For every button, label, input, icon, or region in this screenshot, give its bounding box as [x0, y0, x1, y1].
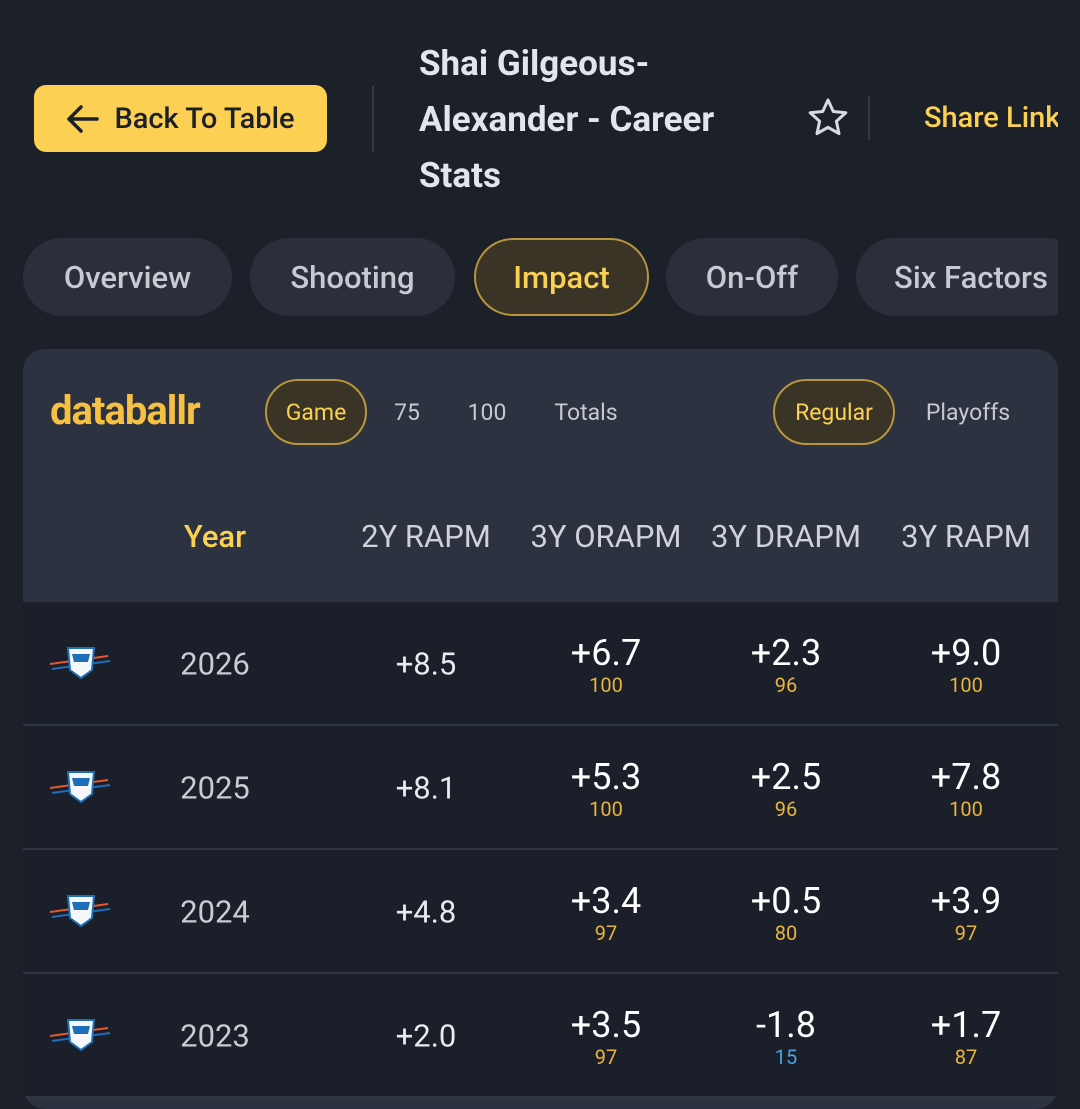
share-link[interactable]: Share Link	[890, 96, 1058, 140]
mode-filter[interactable]: 100	[467, 398, 507, 426]
stat-value: +7.8	[930, 756, 1002, 798]
team-logo	[48, 890, 114, 934]
stat-value: -1.8	[756, 1004, 816, 1046]
stats-card: databallr Game 75 100 Totals Regular Playoffs…	[23, 349, 1058, 1109]
table-row[interactable]: 2025 +8.1 +5.3 100 +2.5 96 +7.8 100	[23, 726, 1058, 850]
percentile: 96	[774, 797, 798, 821]
stat-value: +1.7	[930, 1004, 1002, 1046]
percentile: 100	[949, 797, 983, 821]
column-header[interactable]: 2Y RAPM	[361, 518, 491, 555]
table-row[interactable]: 2026 +8.5 +6.7 100 +2.3 96 +9.0 100	[23, 602, 1058, 726]
column-header[interactable]: 3Y RAPM	[901, 518, 1031, 555]
year: 2025	[180, 769, 250, 807]
page-title: Shai Gilgeous-Alexander - Career Stats	[419, 43, 715, 196]
stat-value: +0.5	[750, 880, 822, 922]
stat-value: +2.5	[750, 756, 822, 798]
team-logo	[48, 766, 114, 810]
mode-filter[interactable]: Game	[265, 379, 367, 445]
stat-value: +9.0	[930, 632, 1002, 674]
stat-value: +3.9	[930, 880, 1002, 922]
table-row[interactable]: 2023 +2.0 +3.5 97 -1.8 15 +1.7 87	[23, 974, 1058, 1098]
season-filter[interactable]: Playoffs	[925, 398, 1011, 426]
percentile: 15	[774, 1045, 798, 1069]
year: 2023	[180, 1017, 250, 1055]
year: 2026	[180, 645, 250, 683]
percentile: 87	[954, 1045, 978, 1069]
team-logo	[48, 642, 114, 686]
table-row[interactable]: 2024 +4.8 +3.4 97 +0.5 80 +3.9 97	[23, 850, 1058, 974]
season-filter[interactable]: Regular	[773, 379, 895, 445]
tab[interactable]: Impact	[474, 238, 649, 316]
year: 2024	[180, 893, 250, 931]
team-logo	[48, 1014, 114, 1058]
percentile: 100	[589, 673, 623, 697]
back-button[interactable]: Back To Table	[34, 85, 327, 152]
rapm-2y: +8.1	[395, 769, 457, 807]
share-label: Share Link	[924, 101, 1058, 135]
back-arrow	[67, 104, 100, 133]
tab[interactable]: Overview	[23, 238, 232, 316]
stat-value: +3.4	[570, 880, 642, 922]
percentile: 97	[954, 921, 978, 945]
divider	[372, 86, 374, 152]
column-header[interactable]: 3Y DRAPM	[710, 518, 862, 555]
tab[interactable]: Shooting	[250, 238, 455, 316]
column-header[interactable]: 3Y ORAPM	[530, 518, 682, 555]
tab[interactable]: Six Factors	[856, 238, 1058, 316]
stat-value: +6.7	[570, 632, 642, 674]
stat-value: +2.3	[750, 632, 822, 674]
percentile: 96	[774, 673, 798, 697]
rapm-2y: +4.8	[395, 893, 457, 931]
percentile: 97	[594, 1045, 618, 1069]
back-label: Back To Table	[114, 101, 295, 136]
mode-filter[interactable]: 75	[394, 398, 420, 426]
stat-value: +3.5	[570, 1004, 642, 1046]
mode-filter[interactable]: Totals	[554, 398, 618, 426]
stat-value: +5.3	[570, 756, 642, 798]
percentile: 80	[774, 921, 798, 945]
tab-bar: Overview Shooting Impact On-Off Six Factors	[23, 238, 1058, 318]
favorite-star[interactable]	[806, 96, 850, 140]
column-header: Year	[183, 518, 247, 555]
percentile: 97	[594, 921, 618, 945]
brand-logo: databallr	[50, 387, 201, 434]
divider	[868, 96, 870, 140]
tab[interactable]: On-Off	[666, 238, 838, 316]
percentile: 100	[949, 673, 983, 697]
percentile: 100	[589, 797, 623, 821]
rapm-2y: +8.5	[395, 645, 457, 683]
rapm-2y: +2.0	[395, 1017, 457, 1055]
